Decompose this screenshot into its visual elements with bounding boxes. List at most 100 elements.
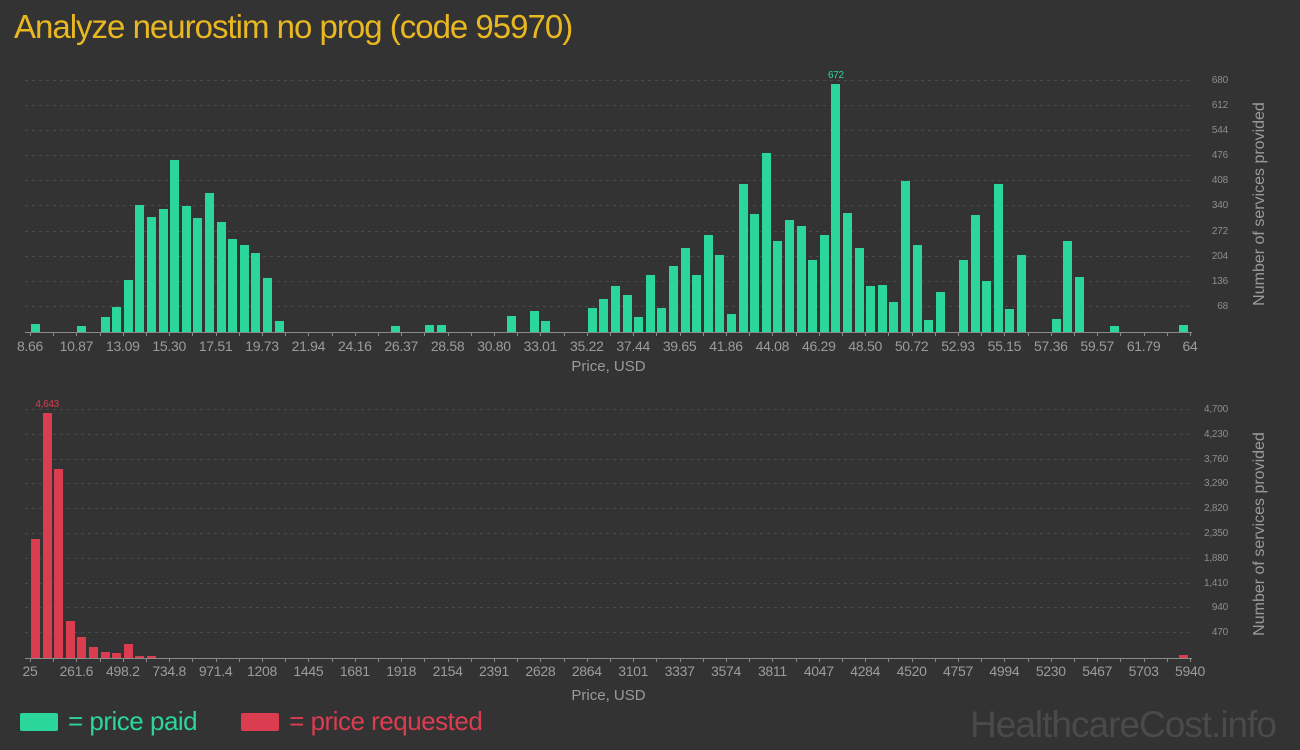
bar-price-paid[interactable]	[1063, 240, 1073, 332]
bar-price-requested[interactable]	[1179, 655, 1189, 658]
bar-price-paid[interactable]	[31, 323, 40, 332]
bar-price-requested[interactable]	[77, 636, 87, 658]
bar-price-requested[interactable]	[54, 468, 64, 658]
bar-price-paid[interactable]	[959, 260, 968, 332]
bar-price-paid[interactable]	[529, 310, 539, 332]
bar-price-paid[interactable]	[622, 295, 632, 332]
bar-price-paid[interactable]	[228, 238, 238, 332]
bar-price-paid[interactable]	[715, 255, 725, 332]
bar-price-paid[interactable]	[808, 260, 818, 332]
bar-price-requested[interactable]	[89, 646, 98, 658]
bar-price-paid[interactable]	[170, 160, 180, 332]
bar-price-paid[interactable]	[1005, 309, 1015, 332]
bar-price-paid[interactable]	[1051, 319, 1061, 332]
bar-price-paid[interactable]	[773, 240, 783, 332]
bar-price-paid[interactable]	[703, 235, 713, 332]
bar-price-paid[interactable]	[669, 265, 678, 332]
bar-price-paid[interactable]	[437, 325, 446, 332]
bar-price-requested[interactable]	[123, 644, 133, 658]
gridline	[25, 230, 1192, 232]
bar-price-paid[interactable]	[239, 244, 249, 332]
bar-price-paid[interactable]	[506, 316, 516, 332]
y-tick-label: 408	[1211, 175, 1228, 187]
bar-price-requested[interactable]	[147, 655, 156, 658]
bar-price-paid[interactable]	[866, 285, 876, 332]
bar-price-paid[interactable]	[843, 213, 852, 332]
gridline	[25, 458, 1192, 460]
bar-price-paid[interactable]	[251, 252, 261, 332]
bar-price-paid[interactable]	[611, 285, 620, 332]
bar-price-requested[interactable]	[42, 413, 52, 658]
bar-price-paid[interactable]	[924, 319, 934, 332]
axis-tick	[911, 332, 913, 336]
x-tick-label: 1918	[386, 663, 417, 679]
bar-price-paid[interactable]	[680, 247, 690, 332]
x-tick-label: 30.80	[477, 338, 511, 354]
bar-price-paid[interactable]	[785, 219, 794, 332]
bar-price-paid[interactable]	[738, 184, 748, 332]
axis-tick	[888, 658, 890, 662]
x-tick-label: 4994	[989, 663, 1020, 679]
bar-price-requested[interactable]	[135, 656, 145, 658]
bar-price-requested[interactable]	[112, 652, 122, 658]
y-tick-label: 612	[1211, 100, 1228, 112]
bar-price-paid[interactable]	[889, 302, 899, 332]
axis-tick	[610, 332, 611, 336]
bar-price-paid[interactable]	[181, 205, 191, 332]
bar-price-paid[interactable]	[1075, 276, 1084, 332]
bar-price-paid[interactable]	[657, 308, 667, 332]
axis-tick	[1050, 658, 1052, 662]
x-tick-label: 48.50	[848, 338, 882, 354]
bar-price-paid[interactable]	[193, 217, 203, 332]
bar-price-requested[interactable]	[65, 621, 75, 658]
bar-price-paid[interactable]	[147, 216, 156, 332]
axis-tick	[76, 658, 78, 662]
axis-tick	[795, 332, 797, 336]
bar-price-paid[interactable]	[135, 204, 145, 332]
bar-price-paid[interactable]	[727, 313, 736, 332]
y-tick-label: 476	[1211, 150, 1228, 162]
bar-price-paid[interactable]	[982, 281, 992, 332]
y-tick-label: 2,350	[1203, 528, 1228, 539]
legend: = price paid = price requested	[20, 706, 483, 737]
bar-price-paid[interactable]	[390, 326, 400, 332]
bar-price-paid[interactable]	[819, 235, 829, 332]
bar-price-paid[interactable]	[216, 221, 226, 332]
x-tick-label: 2154	[432, 663, 463, 679]
bar-price-paid[interactable]	[77, 326, 87, 332]
bar-price-paid[interactable]	[645, 274, 655, 332]
bar-price-paid[interactable]	[100, 317, 110, 332]
bar-price-paid[interactable]	[634, 317, 644, 332]
bar-price-paid[interactable]	[901, 180, 910, 332]
bar-price-paid[interactable]	[877, 285, 887, 332]
bar-price-requested[interactable]	[100, 651, 110, 658]
bar-price-paid[interactable]	[587, 308, 597, 332]
bar-price-paid[interactable]	[599, 298, 609, 332]
bar-price-paid[interactable]	[854, 247, 864, 332]
axis-tick	[262, 332, 263, 336]
bar-price-paid[interactable]	[158, 209, 168, 332]
x-tick-label: 2628	[525, 663, 556, 679]
bar-price-paid[interactable]	[761, 152, 771, 332]
bar-price-paid[interactable]	[205, 192, 214, 332]
bar-price-paid[interactable]	[425, 325, 435, 332]
bar-price-paid[interactable]	[541, 320, 551, 332]
bar-price-paid[interactable]	[692, 274, 702, 332]
bar-price-paid[interactable]	[993, 184, 1003, 332]
bar-price-paid[interactable]	[970, 214, 980, 332]
bar-price-paid[interactable]	[263, 278, 272, 332]
bar-price-paid[interactable]	[274, 320, 284, 332]
x-tick-label: 59.57	[1080, 338, 1114, 354]
bar-price-paid[interactable]	[123, 280, 133, 332]
bar-price-paid[interactable]	[796, 226, 806, 332]
bar-price-paid[interactable]	[750, 213, 760, 332]
bar-price-paid[interactable]	[912, 245, 922, 332]
bar-price-paid[interactable]	[1017, 255, 1026, 332]
bar-price-paid[interactable]	[112, 306, 122, 332]
bar-price-paid[interactable]	[831, 83, 841, 332]
bar-price-paid[interactable]	[1109, 326, 1119, 332]
bar-price-requested[interactable]	[31, 538, 40, 658]
bar-price-paid[interactable]	[1179, 324, 1189, 332]
bar-price-paid[interactable]	[935, 292, 945, 332]
x-tick-label: 46.29	[802, 338, 836, 354]
